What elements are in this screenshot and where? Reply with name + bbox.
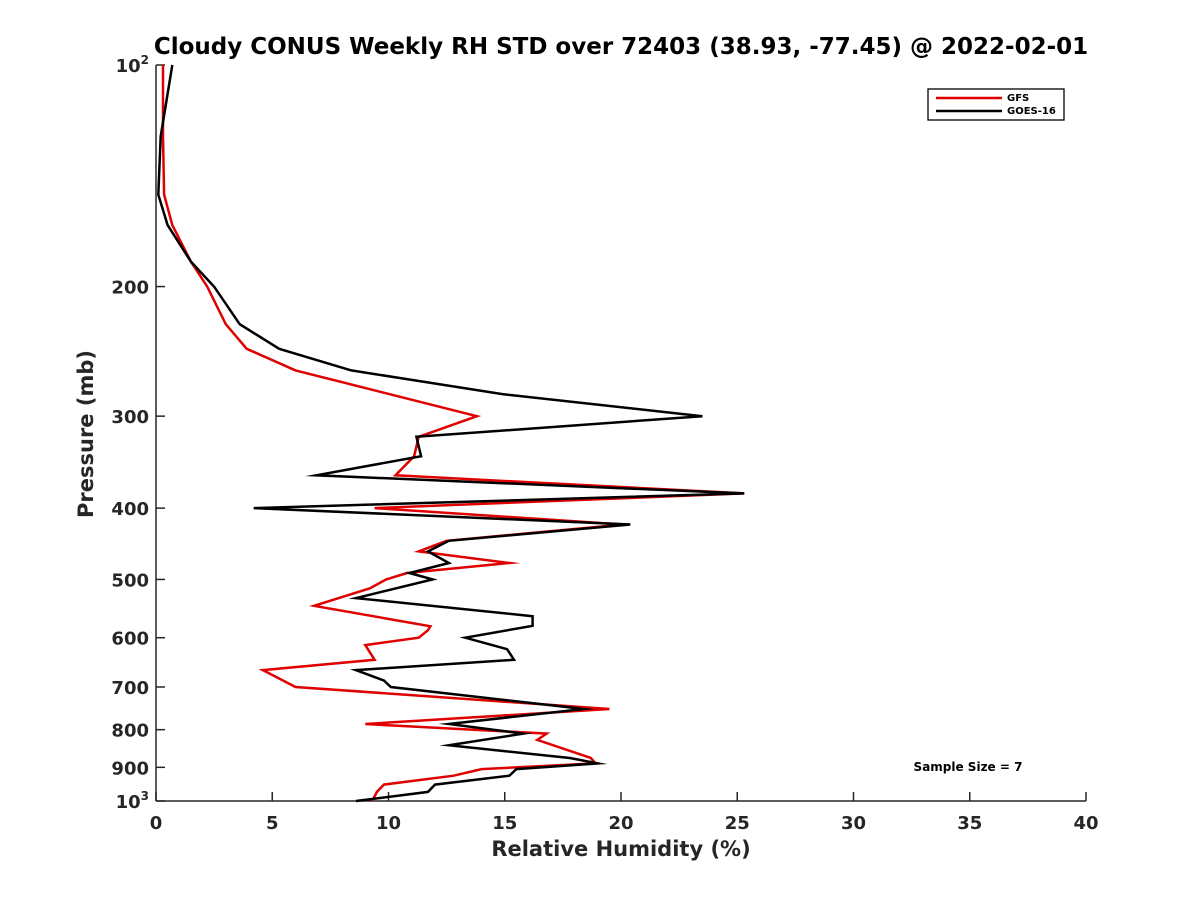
x-tick-label: 35	[957, 813, 982, 834]
x-tick-label: 15	[492, 813, 517, 834]
y-tick-base: 800	[111, 721, 149, 742]
y-tick-base: 200	[111, 278, 149, 299]
y-tick-base: 300	[111, 407, 149, 428]
y-tick-label: 200	[111, 278, 149, 299]
y-tick-base: 400	[111, 499, 149, 520]
x-axis-label: Relative Humidity (%)	[491, 837, 750, 861]
y-tick-base: 500	[111, 570, 149, 591]
y-tick-base: 700	[111, 678, 149, 699]
y-tick-label: 700	[111, 678, 149, 699]
x-tick-label: 20	[608, 813, 633, 834]
y-tick-exponent: 2	[141, 53, 149, 67]
x-tick-label: 25	[725, 813, 750, 834]
y-tick-base: 600	[111, 629, 149, 650]
series-layer	[157, 64, 745, 803]
legend-label-gfs: GFS	[1007, 93, 1029, 104]
y-tick-exponent: 3	[141, 789, 149, 803]
legend: GFS GOES-16	[927, 88, 1065, 121]
y-tick-base: 10	[116, 56, 141, 77]
series-line-goes16	[157, 64, 745, 803]
sample-size-annotation: Sample Size = 7	[914, 760, 1023, 774]
y-tick-base: 10	[116, 792, 141, 813]
x-tick-label: 5	[266, 813, 279, 834]
x-tick-label: 30	[841, 813, 866, 834]
x-tick-label: 40	[1073, 813, 1098, 834]
y-tick-label: 900	[111, 758, 149, 779]
y-axis-label: Pressure (mb)	[74, 350, 98, 518]
y-tick-label: 500	[111, 570, 149, 591]
y-tick-label: 102	[116, 53, 149, 77]
y-tick-label: 103	[116, 789, 149, 813]
legend-label-goes16: GOES-16	[1007, 106, 1056, 117]
y-tick-base: 900	[111, 758, 149, 779]
y-tick-label: 400	[111, 499, 149, 520]
series-line-gfs	[161, 65, 745, 802]
x-tick-label: 0	[150, 813, 163, 834]
y-tick-label: 800	[111, 721, 149, 742]
chart-title: Cloudy CONUS Weekly RH STD over 72403 (3…	[154, 34, 1088, 60]
x-tick-label: 10	[376, 813, 401, 834]
y-tick-label: 600	[111, 629, 149, 650]
legend-box	[927, 88, 1065, 121]
x-ticks: 0 5 10 15 20 25 30 35 40	[150, 792, 1099, 834]
y-tick-label: 300	[111, 407, 149, 428]
